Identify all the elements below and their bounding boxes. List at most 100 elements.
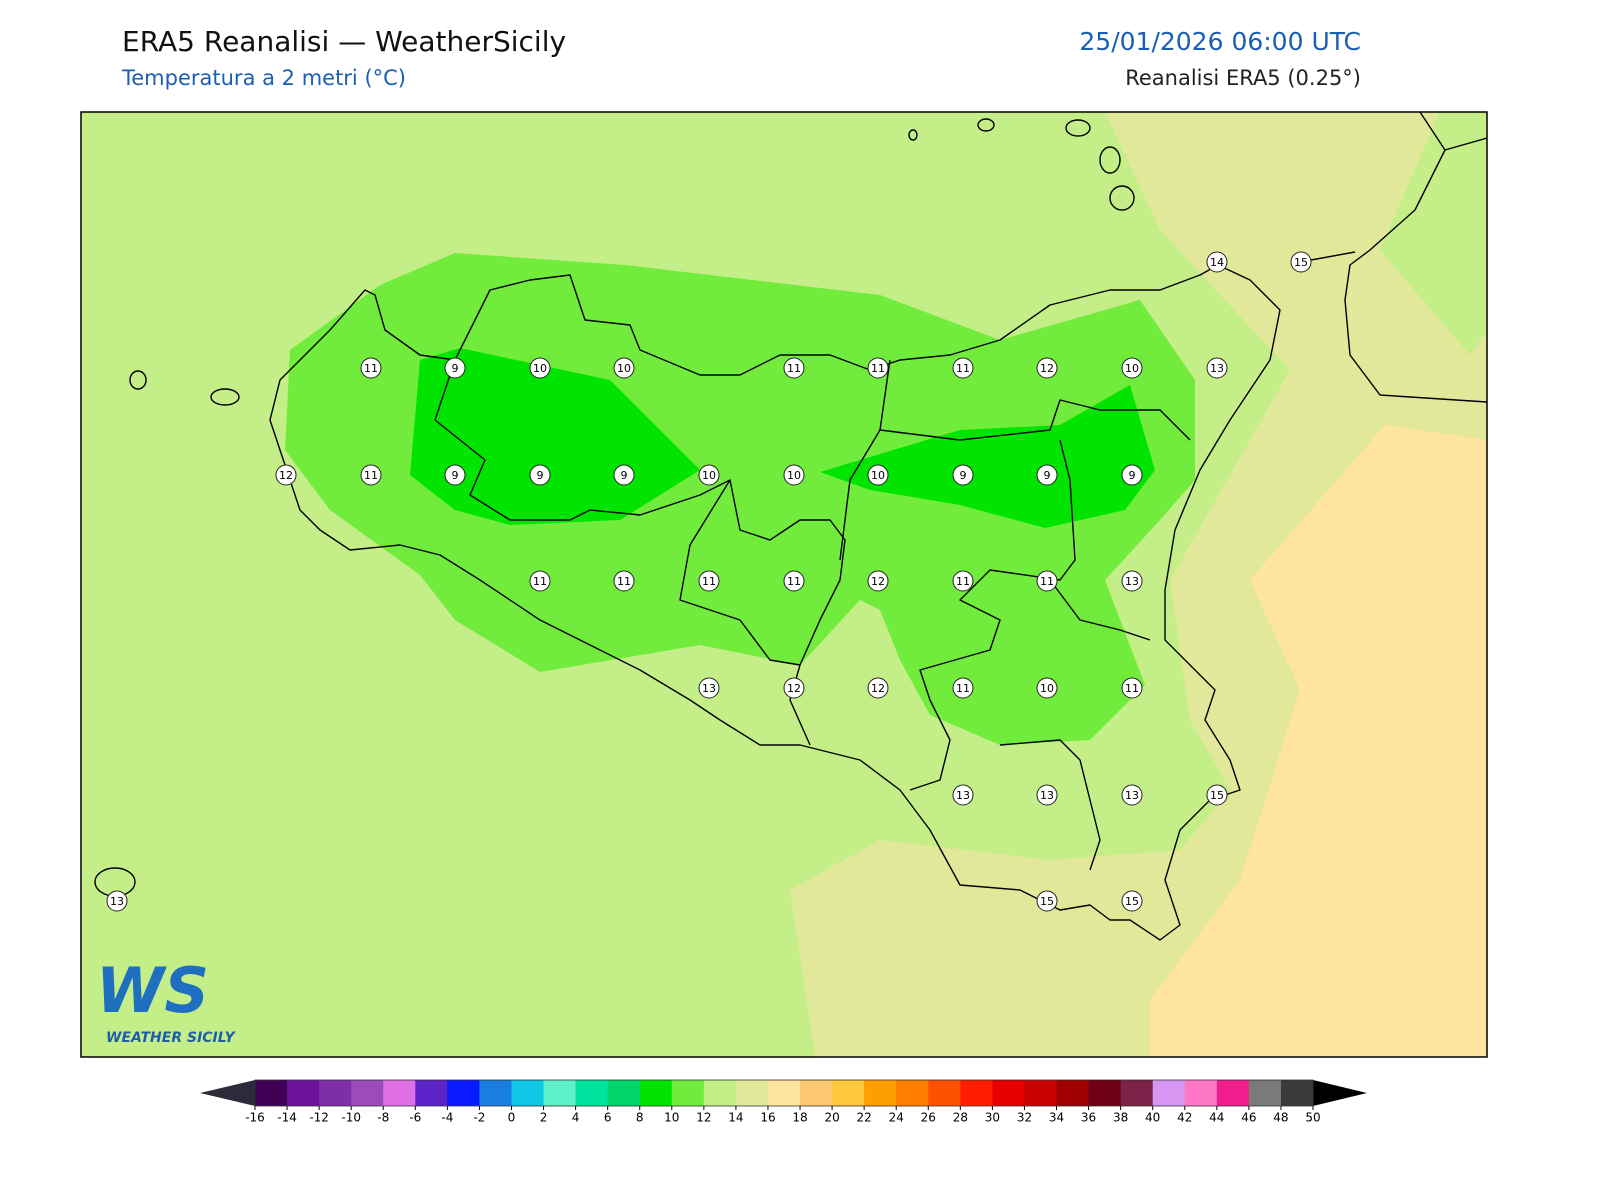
colorbar-bin <box>1280 1080 1314 1106</box>
station-value: 13 <box>702 682 716 695</box>
station-marker <box>1290 251 1312 273</box>
station-marker <box>783 357 805 379</box>
station-value: 10 <box>1040 682 1054 695</box>
station-value: 12 <box>1040 362 1054 375</box>
colorbar-frame <box>254 1079 1314 1107</box>
field-12-14 <box>1380 112 1487 355</box>
colorbar-tick-label: 36 <box>1081 1111 1096 1125</box>
station-marker <box>1206 784 1228 806</box>
station-marker <box>613 357 635 379</box>
station-marker <box>867 677 889 699</box>
logo: WS WEATHER SICILY <box>96 954 237 1046</box>
colorbar-tick-label: 6 <box>604 1111 612 1125</box>
station-marker <box>952 570 974 592</box>
colorbar-tick-label: -14 <box>277 1111 297 1125</box>
station-marker <box>867 357 889 379</box>
station-value: 9 <box>452 469 459 482</box>
station-value: 10 <box>871 469 885 482</box>
station-marker <box>1206 357 1228 379</box>
station-value: 11 <box>956 362 970 375</box>
colorbar-bin <box>735 1080 769 1106</box>
station-marker <box>1121 784 1143 806</box>
station-marker <box>444 464 466 486</box>
station-marker <box>698 464 720 486</box>
station-marker <box>1036 784 1058 806</box>
station-value: 11 <box>1040 575 1054 588</box>
station-marker <box>360 464 382 486</box>
station-value: 13 <box>1040 789 1054 802</box>
station-marker <box>783 677 805 699</box>
station-value: 12 <box>787 682 801 695</box>
colorbar-tick-label: 2 <box>540 1111 548 1125</box>
station-value: 9 <box>1129 469 1136 482</box>
title: ERA5 Reanalisi — WeatherSicily <box>122 25 566 58</box>
coastline <box>269 264 1281 941</box>
colorbar-bin <box>447 1080 480 1106</box>
colorbar-tick-label: 28 <box>953 1111 968 1125</box>
island <box>1099 146 1121 174</box>
colorbar-bin <box>703 1080 737 1106</box>
station-value: 13 <box>1125 789 1139 802</box>
datetime: 25/01/2026 06:00 UTC <box>1079 27 1361 56</box>
colorbar-tick-label: 16 <box>760 1111 775 1125</box>
station-value: 11 <box>787 362 801 375</box>
station-marker <box>613 570 635 592</box>
station-marker <box>1121 677 1143 699</box>
colorbar-bin <box>1216 1080 1250 1106</box>
station-marker <box>1036 357 1058 379</box>
station-value: 13 <box>1210 362 1224 375</box>
colorbar-tick-label: 50 <box>1305 1111 1320 1125</box>
station-value: 11 <box>617 575 631 588</box>
station-marker <box>1036 890 1058 912</box>
station-marker <box>275 464 297 486</box>
station-marker <box>952 784 974 806</box>
colorbar-tick-label: 24 <box>889 1111 904 1125</box>
colorbar-tick-label: -16 <box>245 1111 265 1125</box>
station-marker <box>952 464 974 486</box>
station-value: 11 <box>364 469 378 482</box>
island <box>908 129 918 141</box>
station-marker <box>1121 357 1143 379</box>
colorbar-tick-label: -10 <box>341 1111 361 1125</box>
station-marker <box>698 570 720 592</box>
colorbar-tick-label: 34 <box>1049 1111 1064 1125</box>
station-marker <box>867 464 889 486</box>
colorbar-under <box>200 1080 255 1106</box>
station-value: 11 <box>956 682 970 695</box>
station-value: 9 <box>621 469 628 482</box>
colorbar-tick-label: 48 <box>1273 1111 1288 1125</box>
station-value: 11 <box>956 575 970 588</box>
colorbar-tick-label: 44 <box>1209 1111 1224 1125</box>
colorbar-bin <box>607 1080 641 1106</box>
colorbar-bin <box>864 1080 897 1106</box>
station-value: 12 <box>279 469 293 482</box>
colorbar-bin <box>1056 1080 1090 1106</box>
colorbar-bin <box>383 1080 416 1106</box>
colorbar-bin <box>1120 1080 1154 1106</box>
station-marker <box>106 890 128 912</box>
station-marker <box>360 357 382 379</box>
station-marker <box>1036 570 1058 592</box>
colorbar-bin <box>1152 1080 1186 1106</box>
colorbar-bin <box>511 1080 545 1106</box>
colorbar-tick-label: 32 <box>1017 1111 1032 1125</box>
station-value: 10 <box>1125 362 1139 375</box>
colorbar-tick-label: 20 <box>824 1111 839 1125</box>
station-marker <box>444 357 466 379</box>
map-frame <box>80 111 1488 1058</box>
colorbar-bin <box>319 1080 352 1106</box>
colorbar-bin <box>479 1080 512 1106</box>
colorbar-tick-label: 4 <box>572 1111 580 1125</box>
station-value: 12 <box>871 682 885 695</box>
colorbar: -16 -14 -12 -10 -8 -6 -4 -2 0 2 4 6 8 10 12 14 16 18 20 22 2… <box>200 1079 1367 1125</box>
colorbar-bin <box>1024 1080 1058 1106</box>
station-marker <box>1121 890 1143 912</box>
colorbar-tick-label: 46 <box>1241 1111 1256 1125</box>
colorbar-bin <box>351 1080 384 1106</box>
colorbar-bin <box>832 1080 865 1106</box>
subtitle: Temperatura a 2 metri (°C) <box>121 66 406 90</box>
colorbar-tick-label: 10 <box>664 1111 679 1125</box>
colorbar-bin <box>575 1080 609 1106</box>
region-border <box>434 359 1191 871</box>
colorbar-bin <box>639 1080 673 1106</box>
